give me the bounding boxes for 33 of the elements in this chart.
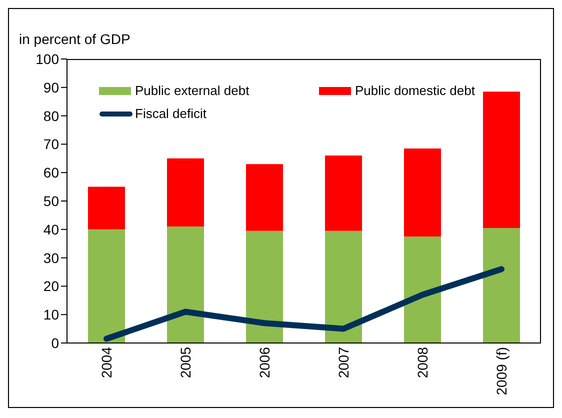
y-tick-label: 20 xyxy=(43,278,60,294)
bar xyxy=(167,226,204,343)
y-tick-label: 30 xyxy=(43,250,60,266)
bar xyxy=(483,228,520,343)
y-tick-label: 50 xyxy=(43,192,60,209)
bar xyxy=(404,236,441,343)
y-tick-label: 100 xyxy=(36,50,60,67)
y-tick-label: 40 xyxy=(43,221,60,238)
bar xyxy=(325,156,362,231)
bar xyxy=(167,158,204,227)
y-tick-label: 80 xyxy=(43,108,60,124)
x-tick-label: 2009 (f) xyxy=(493,347,510,396)
x-tick-label: 2005 xyxy=(177,346,194,378)
x-tick-label: 2004 xyxy=(98,346,114,378)
x-tick-label: 2008 xyxy=(414,346,430,378)
bar xyxy=(325,230,362,343)
x-tick-label: 2006 xyxy=(256,346,272,378)
legend-label: Public domestic debt xyxy=(355,83,475,98)
bar xyxy=(246,230,283,343)
bar xyxy=(88,229,125,343)
legend-label: Fiscal deficit xyxy=(135,106,207,121)
x-tick-label: 2007 xyxy=(335,346,352,378)
y-tick-label: 0 xyxy=(51,334,60,351)
bar xyxy=(246,164,283,231)
y-tick-label: 90 xyxy=(43,79,60,96)
y-tick-label: 10 xyxy=(43,306,60,323)
y-axis-title: in percent of GDP xyxy=(19,31,130,47)
bar xyxy=(483,92,520,228)
bar xyxy=(404,148,441,236)
y-tick-label: 60 xyxy=(43,164,60,181)
y-tick-label: 70 xyxy=(43,136,60,152)
bar xyxy=(88,186,125,230)
legend-label: Public external debt xyxy=(135,83,250,98)
